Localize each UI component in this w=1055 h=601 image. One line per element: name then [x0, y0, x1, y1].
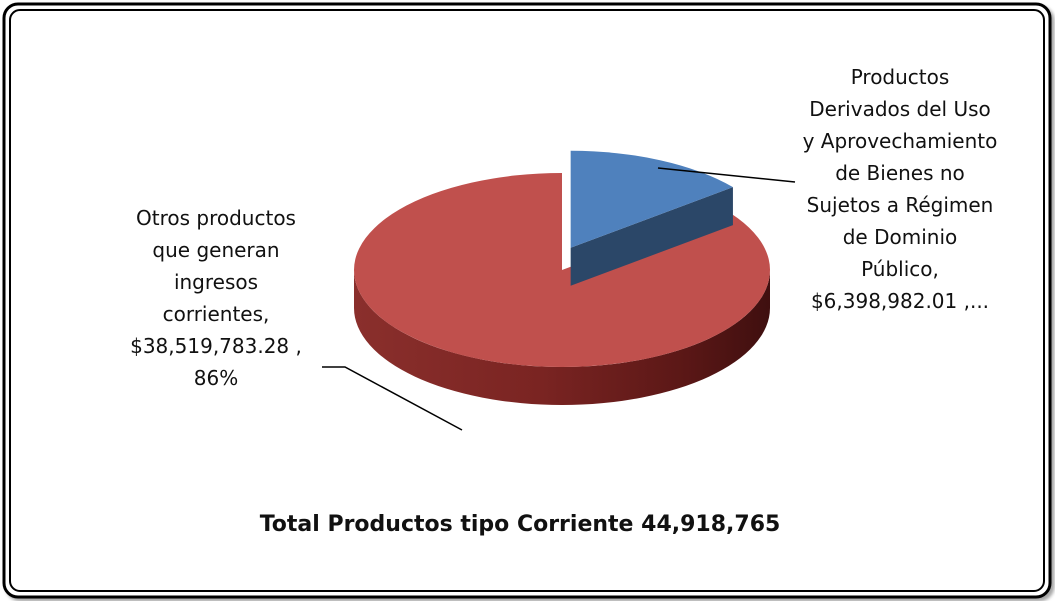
pie-layer [354, 150, 770, 405]
data-label-line: Productos [851, 65, 950, 89]
pie-slice [570, 150, 733, 286]
data-label-line: $38,519,783.28 , [130, 334, 302, 358]
data-label-line: que generan [152, 238, 279, 262]
data-label-line: de Bienes no [835, 161, 965, 185]
data-label-line: de Dominio [843, 225, 958, 249]
data-label-line: Derivados del Uso [809, 97, 991, 121]
data-label-line: Sujetos a Régimen [807, 193, 994, 217]
pie-slice-top [354, 172, 770, 367]
leader-line [657, 167, 796, 183]
leader-line [322, 366, 463, 431]
data-label-line: 86% [194, 366, 238, 390]
total-label: Total Productos tipo Corriente 44,918,76… [260, 512, 781, 537]
pie-slice [354, 172, 770, 405]
data-label-otros: Otros productos que generan ingresos corrie… [130, 206, 302, 390]
leader-lines [322, 167, 796, 431]
pie-slice-side [354, 270, 770, 405]
data-label-line: corrientes, [163, 302, 270, 326]
data-label-line: Otros productos [136, 206, 296, 230]
data-label-line: y Aprovechamiento [803, 129, 998, 153]
data-label-line: ingresos [174, 270, 258, 294]
data-label-line: Público, [861, 257, 939, 281]
data-label-derivados: Productos Derivados del Uso y Aprovechamie… [803, 65, 998, 313]
data-label-line: $6,398,982.01 ,... [811, 289, 989, 313]
pie-slice-cut-face [570, 187, 733, 286]
pie-slice-top [570, 150, 733, 248]
data-labels: Productos Derivados del Uso y Aprovechamie… [130, 65, 997, 390]
